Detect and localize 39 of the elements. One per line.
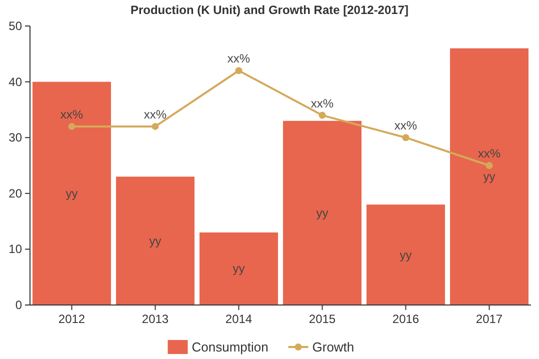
bar [32,82,111,305]
chart-title: Production (K Unit) and Growth Rate [2012-2017] [130,3,409,17]
x-tick-label: 2013 [142,312,169,326]
point [318,112,326,119]
point [486,162,493,169]
point [152,122,159,130]
data-label: xx% [144,107,167,122]
x-tick-label: 2016 [392,312,420,326]
data-label: yy [483,170,496,184]
data-label: yy [232,262,245,276]
bar [200,232,278,305]
bar [116,176,194,305]
data-label: xx% [394,118,418,133]
x-tick-label: 2012 [58,312,86,326]
bar [366,204,445,305]
data-label: yy [400,248,412,262]
data-label: yy [149,234,162,248]
bar [283,120,362,305]
data-label: xx% [478,146,501,160]
data-label: xx% [60,107,84,122]
point [402,134,410,142]
y-tick-label: 30 [8,130,22,145]
legend-label: Growth [312,340,354,354]
legend-label: Consumption [192,340,268,354]
data-label: xx% [310,96,334,110]
bar [450,48,528,305]
y-tick-label: 20 [8,186,22,200]
y-tick-label: 10 [8,242,22,256]
x-tick-label: 2014 [225,312,252,326]
data-label: yy [66,186,78,200]
data-label: xx% [227,52,250,66]
point [235,67,242,74]
x-tick-label: 2017 [476,312,503,326]
x-tick-label: 2015 [308,312,336,326]
point [68,122,76,130]
y-tick-label: 0 [15,298,22,312]
y-tick-label: 40 [8,74,22,89]
y-tick-label: 50 [8,19,22,33]
data-label: yy [316,206,328,220]
